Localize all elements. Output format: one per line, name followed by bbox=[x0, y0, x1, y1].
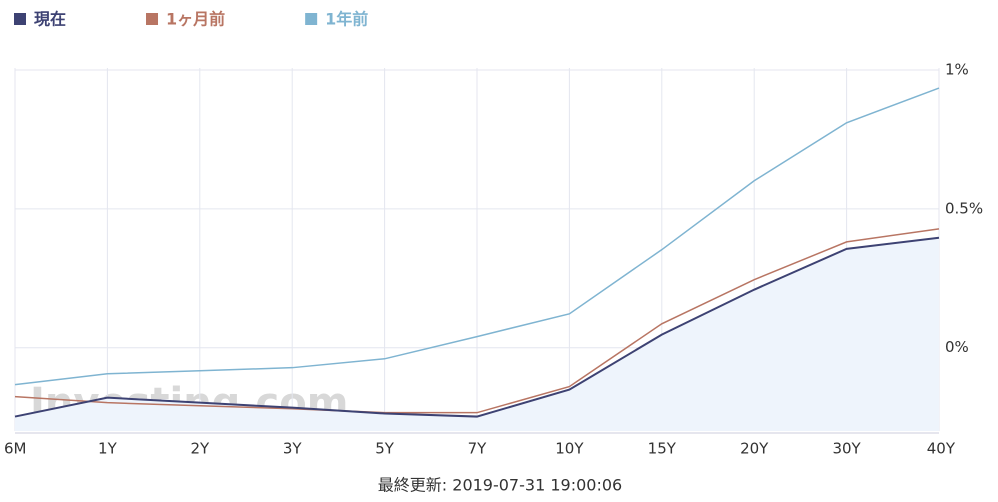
x-tick-label: 7Y bbox=[468, 440, 488, 458]
x-tick-label: 10Y bbox=[555, 440, 584, 458]
y-tick-label: 0.5% bbox=[945, 199, 983, 217]
legend-label: 現在 bbox=[34, 10, 66, 29]
line bbox=[14, 236, 940, 418]
x-tick-label: 3Y bbox=[283, 440, 303, 458]
x-tick-label: 5Y bbox=[375, 440, 395, 458]
line bbox=[14, 87, 940, 386]
x-tick-label: 1Y bbox=[98, 440, 118, 458]
x-tick-label: 2Y bbox=[190, 440, 210, 458]
area bbox=[15, 237, 939, 431]
y-tick-label: 1% bbox=[945, 61, 969, 79]
y-tick-label: 0% bbox=[945, 338, 969, 356]
x-tick-label: 30Y bbox=[832, 440, 861, 458]
x-tick-label: 15Y bbox=[648, 440, 677, 458]
legend-swatch bbox=[305, 13, 318, 25]
legend-label: 1年前 bbox=[325, 10, 368, 29]
line bbox=[14, 228, 940, 414]
x-tick-label: 6M bbox=[4, 440, 27, 458]
legend-label: 1ヶ月前 bbox=[166, 10, 225, 29]
legend-swatch bbox=[146, 13, 159, 25]
x-tick-label: 20Y bbox=[740, 440, 769, 458]
footer: 最終更新: 2019-07-31 19:00:06 bbox=[378, 476, 622, 495]
x-tick-label: 40Y bbox=[927, 440, 956, 458]
legend-swatch bbox=[14, 13, 26, 25]
